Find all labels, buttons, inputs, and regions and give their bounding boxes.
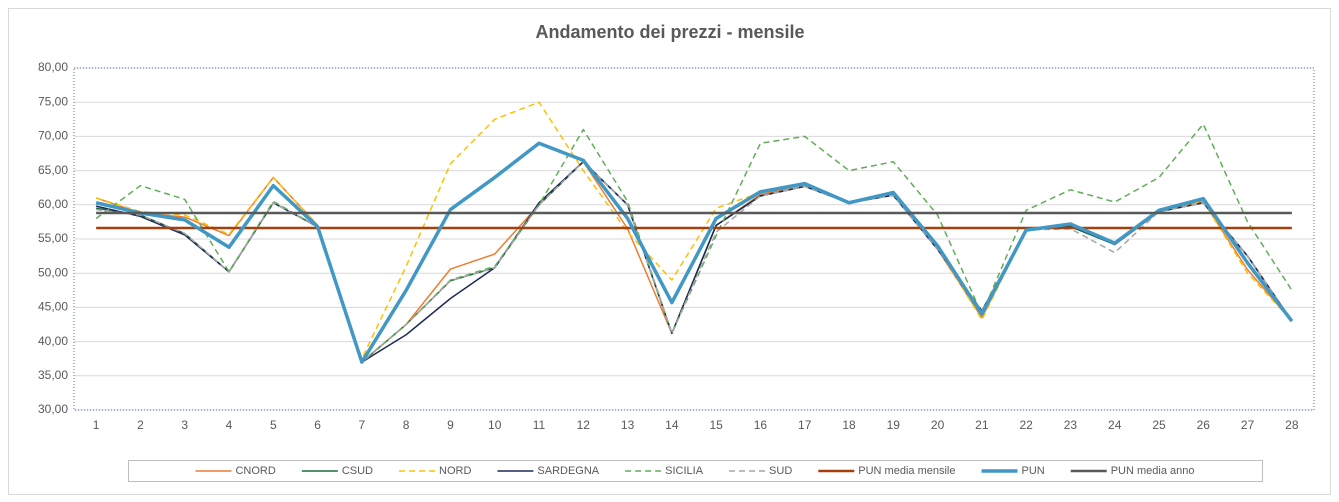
legend-box xyxy=(128,460,1263,482)
y-tick-label: 80,00 xyxy=(38,60,68,74)
x-tick-label: 16 xyxy=(754,418,768,432)
chart-border xyxy=(8,8,1331,495)
plot-border xyxy=(73,67,1315,411)
x-tick-label: 12 xyxy=(577,418,591,432)
x-tick-label: 19 xyxy=(887,418,901,432)
y-tick-label: 45,00 xyxy=(38,300,68,314)
x-tick-label: 14 xyxy=(665,418,679,432)
x-tick-label: 28 xyxy=(1285,418,1299,432)
y-tick-label: 30,00 xyxy=(38,402,68,416)
x-tick-label: 23 xyxy=(1064,418,1078,432)
x-tick-label: 27 xyxy=(1241,418,1255,432)
y-tick-label: 40,00 xyxy=(38,334,68,348)
legend-label: SICILIA xyxy=(665,465,704,477)
y-tick-label: 70,00 xyxy=(38,129,68,143)
chart-title: Andamento dei prezzi - mensile xyxy=(535,22,804,42)
y-tick-label: 50,00 xyxy=(38,265,68,279)
y-tick-label: 35,00 xyxy=(38,368,68,382)
x-tick-label: 9 xyxy=(447,418,454,432)
x-tick-label: 25 xyxy=(1152,418,1166,432)
x-tick-label: 10 xyxy=(488,418,502,432)
series-line xyxy=(95,101,1293,360)
x-tick-label: 21 xyxy=(975,418,989,432)
x-tick-label: 22 xyxy=(1019,418,1033,432)
x-tick-label: 1 xyxy=(93,418,100,432)
legend-label: CSUD xyxy=(342,465,373,477)
series-line xyxy=(96,160,1293,363)
legend-label: NORD xyxy=(439,465,471,477)
x-tick-label: 13 xyxy=(621,418,635,432)
y-tick-label: 75,00 xyxy=(38,94,68,108)
x-tick-label: 3 xyxy=(181,418,188,432)
series-line xyxy=(95,141,1294,364)
x-tick-label: 7 xyxy=(359,418,366,432)
x-tick-label: 6 xyxy=(314,418,321,432)
x-tick-label: 2 xyxy=(137,418,144,432)
legend-label: PUN media mensile xyxy=(858,465,955,477)
x-tick-label: 8 xyxy=(403,418,410,432)
x-tick-label: 24 xyxy=(1108,418,1122,432)
y-tick-label: 60,00 xyxy=(38,197,68,211)
y-tick-label: 65,00 xyxy=(38,163,68,177)
x-tick-label: 5 xyxy=(270,418,277,432)
y-tick-label: 55,00 xyxy=(38,231,68,245)
legend-label: SUD xyxy=(769,465,792,477)
legend-label: PUN xyxy=(1021,465,1044,477)
x-tick-label: 20 xyxy=(931,418,945,432)
legend-label: PUN media anno xyxy=(1111,465,1195,477)
x-tick-label: 15 xyxy=(709,418,723,432)
x-tick-label: 4 xyxy=(226,418,233,432)
x-tick-label: 17 xyxy=(798,418,812,432)
legend-label: SARDEGNA xyxy=(537,465,599,477)
x-tick-label: 26 xyxy=(1197,418,1211,432)
legend-label: CNORD xyxy=(235,465,275,477)
x-tick-label: 18 xyxy=(842,418,856,432)
x-tick-label: 11 xyxy=(533,418,546,432)
